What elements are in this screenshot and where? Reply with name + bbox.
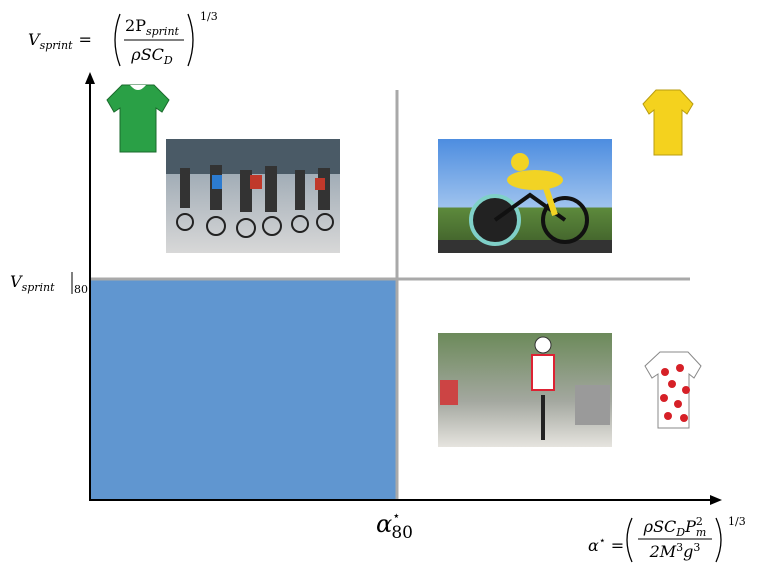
num2-sub: m xyxy=(696,526,706,539)
y-axis-label: Vsprint = 2Psprint ρSCD 1/3 xyxy=(28,10,218,67)
svg-text:2M3g3: 2M3g3 xyxy=(649,541,701,561)
var: V xyxy=(10,272,23,291)
y-axis-arrow xyxy=(85,72,95,84)
den: 2M xyxy=(649,542,677,561)
jersey-yellow xyxy=(642,89,694,156)
num: 2P xyxy=(125,16,146,35)
num: ρSC xyxy=(643,517,677,536)
quadrant-fill xyxy=(90,280,397,500)
svg-text:Vsprint=: Vsprint = xyxy=(28,30,92,52)
photo-sprint xyxy=(166,139,340,253)
num-sub: sprint xyxy=(146,25,180,38)
exp: 1/3 xyxy=(728,515,746,528)
photo-time-trial xyxy=(438,139,612,253)
eq: = xyxy=(611,536,624,555)
den: ρSC xyxy=(130,45,164,64)
sup: ⋆ xyxy=(599,534,606,547)
jersey-green xyxy=(106,84,170,153)
jersey-polka xyxy=(644,351,702,429)
svg-text:Vsprint: Vsprint xyxy=(10,272,55,294)
sup: ⋆ xyxy=(392,509,400,524)
svg-text:2Psprint: 2Psprint xyxy=(125,16,180,38)
den2-sup: 3 xyxy=(693,541,700,554)
sub: 80 xyxy=(391,523,413,543)
sub: sprint xyxy=(22,281,56,294)
den-sup: 3 xyxy=(676,541,683,554)
num-sub: D xyxy=(675,526,685,539)
sub: sprint xyxy=(40,39,74,52)
x-axis-label: α⋆ = ρSCDP2 m 2M3g3 1/3 xyxy=(588,515,746,563)
den-sub: D xyxy=(163,54,173,67)
num2: P xyxy=(684,517,696,536)
var: α xyxy=(376,510,392,538)
exp: 1/3 xyxy=(200,10,218,23)
svg-text:ρSCD: ρSCD xyxy=(130,45,173,67)
photo-climb xyxy=(438,333,612,447)
eq: = xyxy=(79,30,92,49)
y-threshold-label: Vsprint 80 xyxy=(10,272,88,296)
var: V xyxy=(28,30,41,49)
x-axis-arrow xyxy=(710,495,722,505)
at: 80 xyxy=(74,283,88,296)
svg-text:α⋆=: α⋆ = xyxy=(588,534,624,555)
den2: g xyxy=(683,542,693,561)
x-threshold-label: α⋆ 80 xyxy=(376,509,413,543)
var: α xyxy=(588,536,599,555)
num2-sup: 2 xyxy=(696,515,703,528)
